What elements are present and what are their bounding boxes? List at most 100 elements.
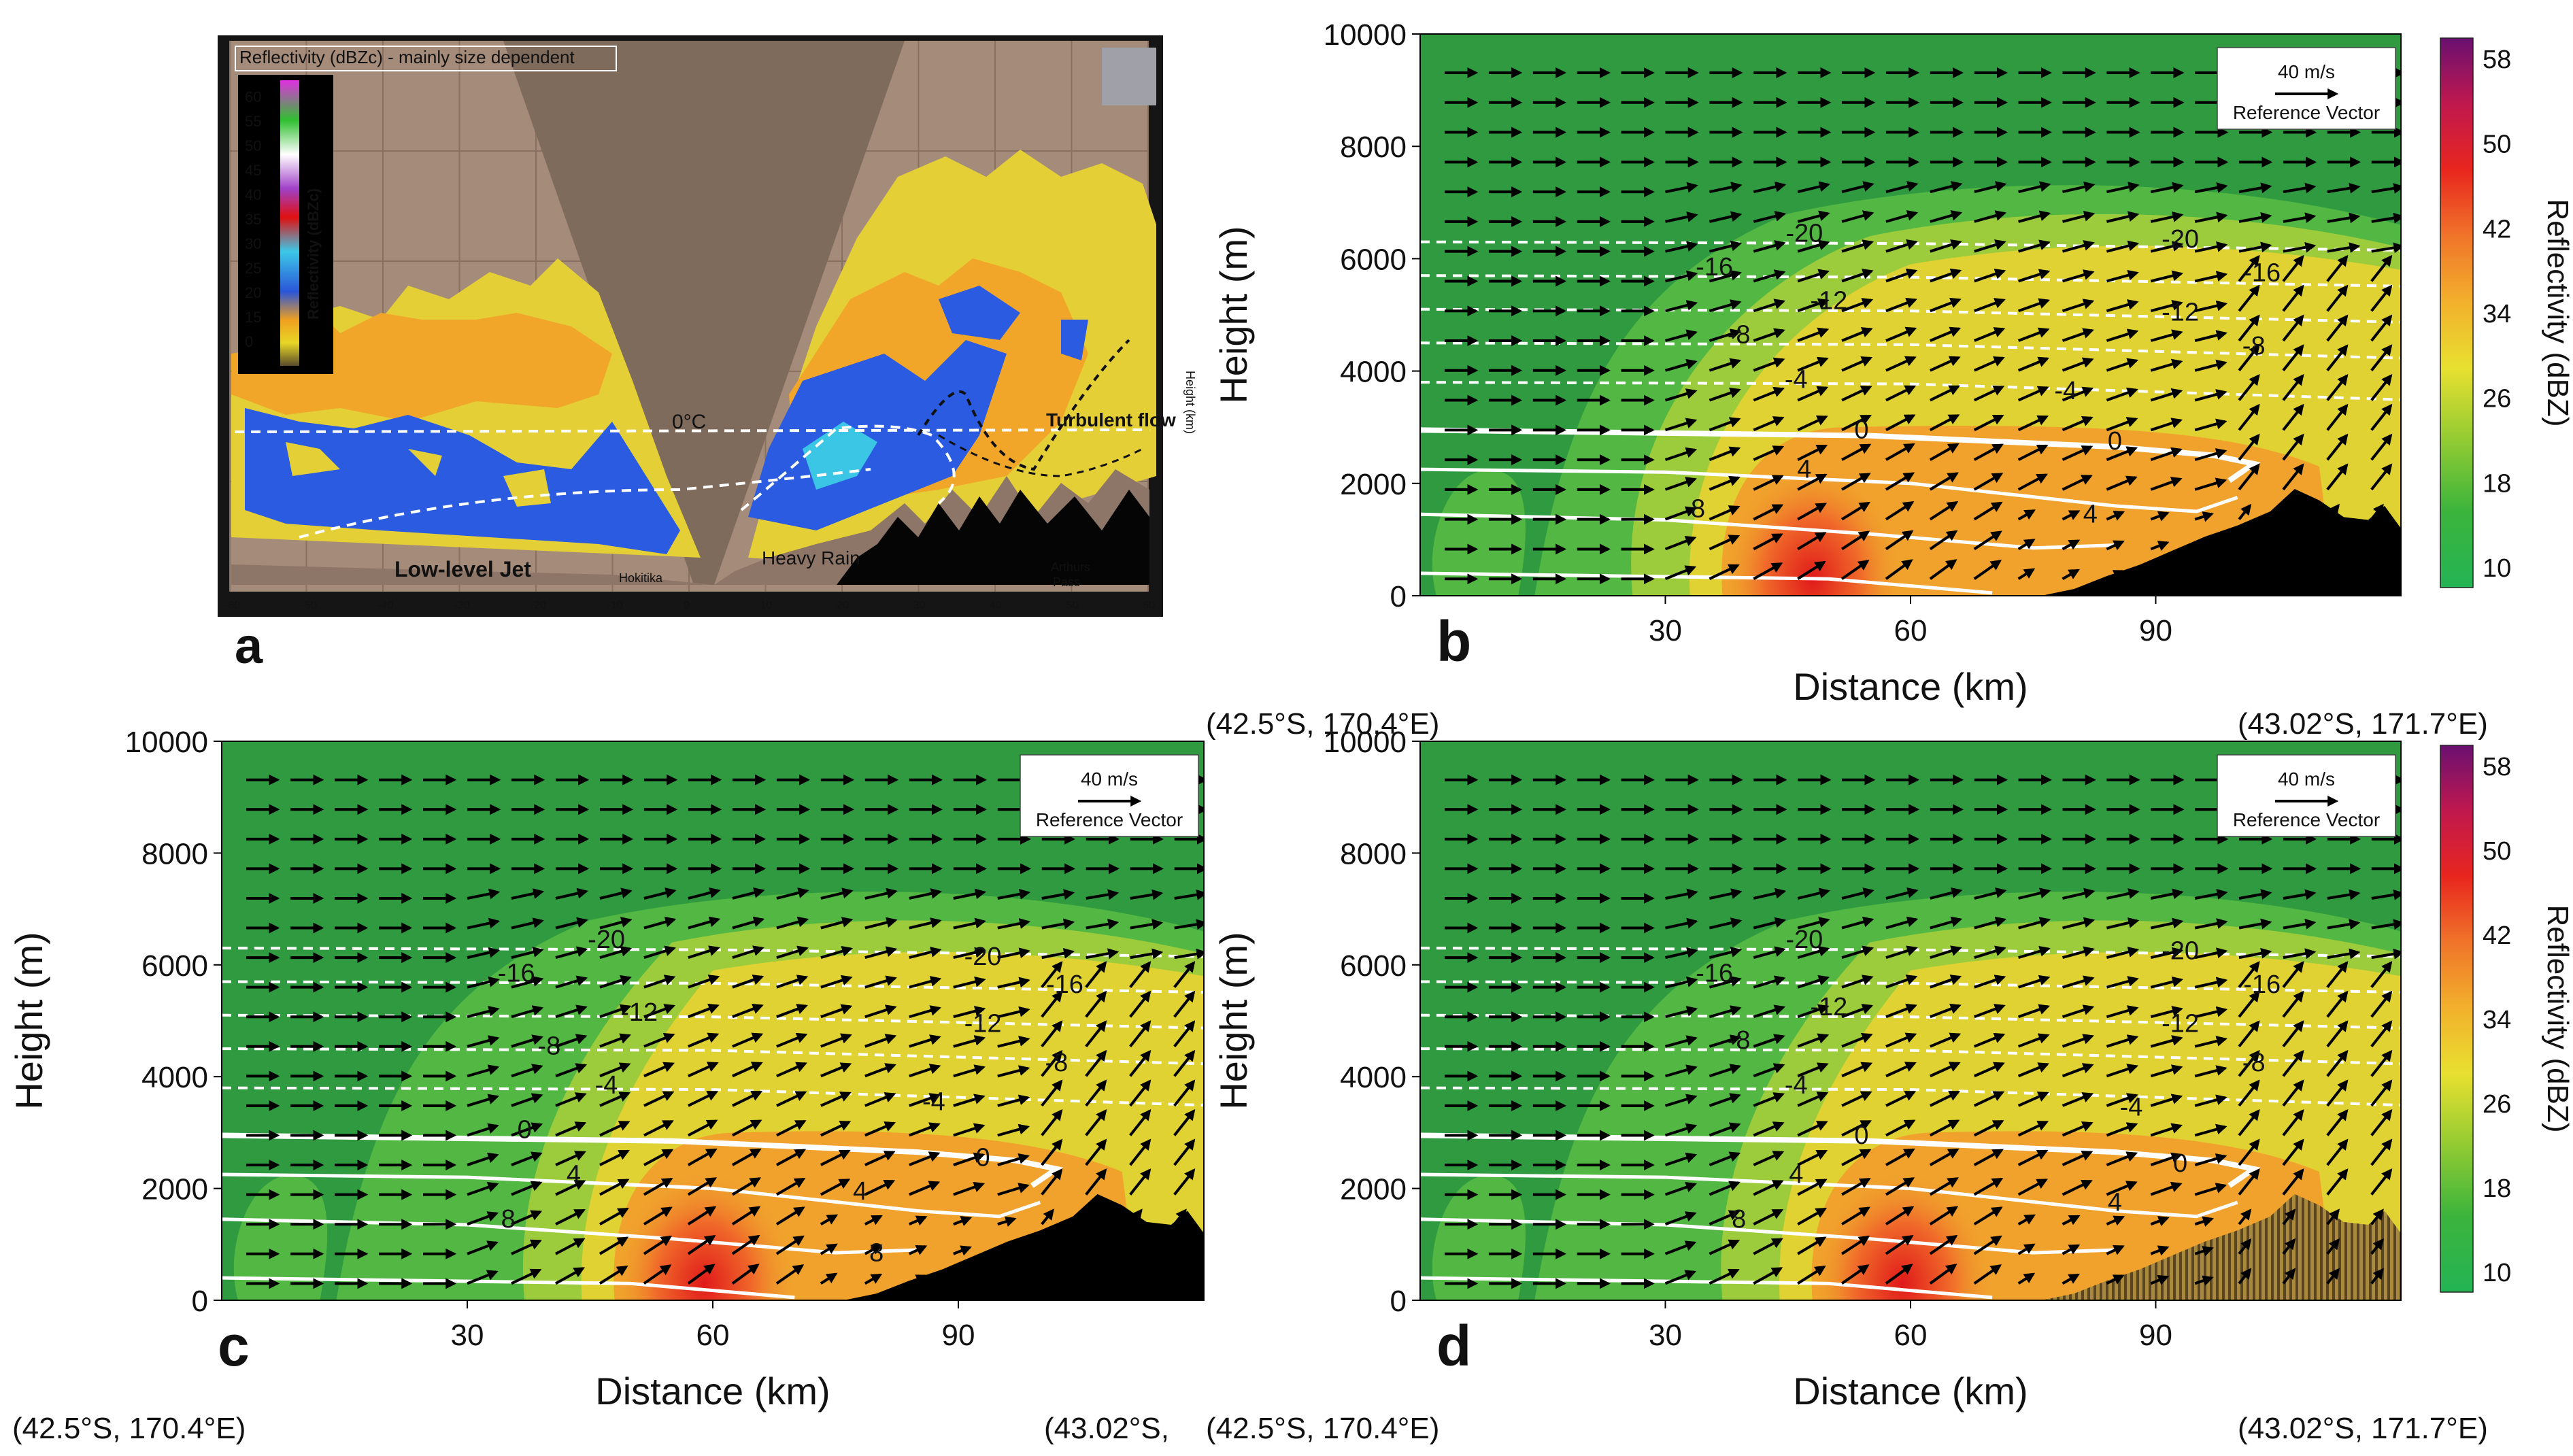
panel-d-wind-vector <box>2106 917 2140 930</box>
panel-c-wind-vector <box>1085 1108 1107 1136</box>
panel-b-wind-vector <box>1841 327 1873 342</box>
panel-d-wind-vector <box>2194 977 2228 989</box>
panel-d-wind-vector <box>1664 1240 1697 1255</box>
panel-b-wind-vector <box>1753 386 1785 402</box>
panel-c-wind-vector <box>554 1267 585 1285</box>
panel-d-contour-label: -4 <box>1785 1071 1808 1100</box>
panel-b-wind-vector <box>1930 297 1962 313</box>
panel-c-wind-vector <box>1041 1238 1054 1255</box>
panel-c-wind-vector <box>1086 918 1120 930</box>
panel-c-x-tick-label: 60 <box>696 1319 730 1352</box>
panel-b-wind-vector <box>2106 269 2139 283</box>
panel-d-wind-vector <box>1709 1268 1740 1285</box>
panel-b-contour-label: -4 <box>2054 377 2077 405</box>
panel-b-left-endpoint: (42.5°S, 170.4°E) <box>1206 707 1439 741</box>
panel-d-wind-vector <box>2326 1049 2349 1077</box>
panel-c-wind-vector <box>1173 1138 1196 1166</box>
panel-d-wind-vector <box>2150 976 2184 989</box>
panel-b-wind-vector <box>1841 298 1874 313</box>
panel-c-wind-vector <box>555 1092 587 1107</box>
panel-b-y-axis-label: Height (m) <box>1212 226 1255 403</box>
panel-c-wind-vector <box>1085 961 1107 988</box>
panel-d-wind-vector <box>2326 1108 2349 1136</box>
panel-d-wind-vector <box>1929 1177 1959 1196</box>
panel-b-wind-vector <box>2194 330 2227 342</box>
panel-c-wind-vector <box>953 1181 986 1196</box>
panel-d-wind-vector <box>1841 1091 1872 1107</box>
panel-c-wind-vector <box>467 947 500 960</box>
panel-c-x-tick-label: 30 <box>451 1319 484 1352</box>
panel-c-wind-vector <box>864 1151 896 1166</box>
panel-b-wind-vector <box>2283 182 2317 194</box>
panel-c-contour-label: -16 <box>498 959 535 987</box>
panel-a-colorbar-tick: 60 <box>245 88 261 105</box>
panel-c-wind-vector <box>687 1234 716 1255</box>
panel-d-wind-vector <box>1841 1004 1874 1019</box>
panel-d-wind-vector <box>2282 1108 2304 1136</box>
panel-b-wind-vector <box>1930 326 1962 342</box>
panel-b-colorbar-tick: 10 <box>2483 554 2511 583</box>
panel-d-wind-vector <box>1973 1119 2004 1137</box>
panel-d-left-endpoint: (42.5°S, 170.4°E) <box>1206 1412 1439 1445</box>
panel-d-wind-vector <box>2106 1151 2138 1166</box>
panel-d-wind-vector <box>1709 1034 1742 1048</box>
panel-d-wind-vector <box>2062 946 2095 960</box>
panel-b-wind-vector <box>2194 359 2227 372</box>
panel-b-wind-vector <box>1797 356 1829 372</box>
panel-c-wind-vector <box>511 888 545 900</box>
panel-d-wind-vector <box>2327 948 2361 960</box>
panel-d-wind-vector <box>2371 919 2401 930</box>
panel-c-wind-vector <box>467 1152 499 1166</box>
panel-d-wind-vector <box>1709 888 1743 900</box>
panel-b-wind-vector <box>2062 386 2094 402</box>
panel-b-wind-vector <box>2326 374 2349 401</box>
panel-c-wind-vector <box>820 1214 839 1225</box>
panel-a-x-tick: 40 <box>990 600 1002 611</box>
panel-b-wind-vector <box>2150 241 2184 253</box>
panel-d-y-tick-label: 0 <box>1390 1285 1407 1318</box>
panel-d-wind-vector <box>2150 1123 2183 1137</box>
panel-b-wind-vector <box>2150 358 2183 372</box>
panel-b-wind-vector <box>2370 284 2393 312</box>
panel-b-wind-vector <box>1841 269 1874 283</box>
panel-d-wind-vector <box>1841 945 1874 960</box>
panel-a-colorbar-tick: 0 <box>245 333 253 350</box>
panel-d-field-green-left <box>1432 1174 1526 1300</box>
panel-b-contour-label: -8 <box>2242 332 2266 360</box>
panel-b-wind-vector <box>1973 356 2005 372</box>
panel-c-wind-vector <box>1085 990 1107 1018</box>
panel-b-wind-vector <box>2194 182 2228 194</box>
panel-b-wind-vector <box>2370 533 2384 550</box>
panel-b-wind-vector <box>2017 386 2049 402</box>
panel-c-contour-label: -4 <box>922 1088 945 1117</box>
panel-c-wind-vector <box>864 1004 897 1019</box>
panel-b-wind-vector <box>1885 530 1914 551</box>
panel-c-wind-vector <box>687 1119 718 1137</box>
panel-c-wind-vector <box>599 1004 632 1019</box>
panel-c-wind-vector <box>909 888 942 900</box>
panel-b-wind-vector <box>2194 571 2214 581</box>
panel-d-wind-vector <box>1885 1264 1913 1285</box>
panel-d-wind-vector <box>1797 1179 1828 1196</box>
panel-d-wind-vector <box>2062 1179 2093 1196</box>
panel-b-wind-vector <box>2150 388 2183 402</box>
panel-d-wind-vector <box>1974 975 2006 989</box>
panel-b-wind-vector <box>2238 211 2272 223</box>
panel-c-wind-vector <box>1129 1020 1151 1048</box>
panel-a-x-tick: 50 <box>1066 600 1079 611</box>
panel-c-wind-vector <box>997 1183 1030 1196</box>
panel-a-x-tick: -30 <box>454 600 470 611</box>
panel-d-wind-vector <box>1664 1152 1698 1166</box>
panel-d-contour-label: -4 <box>2120 1094 2143 1122</box>
panel-b-wind-vector <box>2371 212 2401 224</box>
panel-c-contour-label: 0 <box>976 1144 990 1172</box>
panel-d-y-tick-label: 6000 <box>1340 949 1407 983</box>
panel-c-wind-vector <box>908 1215 928 1226</box>
panel-c-wind-vector <box>1129 990 1151 1018</box>
panel-d-wind-vector <box>1840 1235 1870 1255</box>
panel-b-wind-vector <box>2106 387 2138 402</box>
panel-d-wind-vector <box>2194 1006 2228 1019</box>
panel-d-wind-vector <box>2283 918 2317 930</box>
panel-c-contour-label: 4 <box>853 1177 867 1206</box>
panel-c-isotherm-4 <box>222 1172 1041 1219</box>
